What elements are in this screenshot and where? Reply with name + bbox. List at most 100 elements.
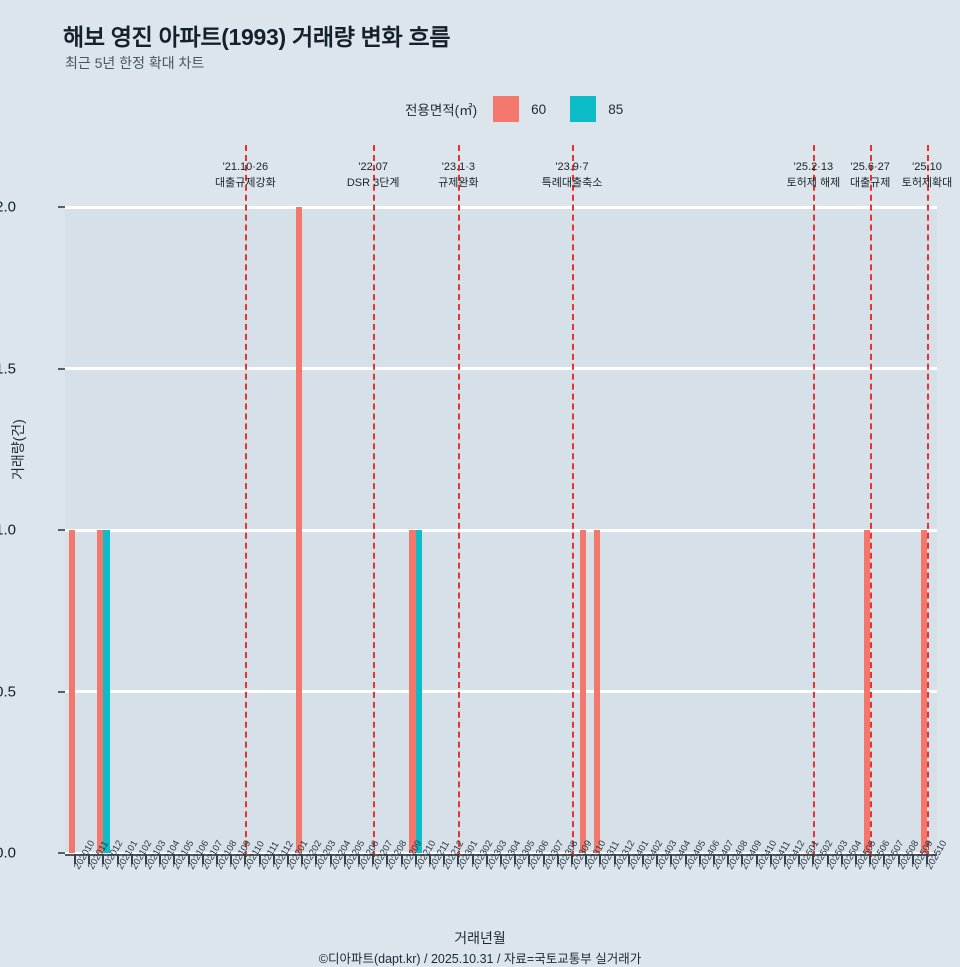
x-tick-mark: [471, 854, 474, 864]
event-line-2313: [458, 145, 461, 857]
x-tick-mark: [656, 854, 659, 864]
y-axis-tick-2.0: 2.0: [0, 198, 16, 216]
legend-swatch-60: [493, 96, 520, 122]
x-axis-label: 거래년월: [454, 930, 506, 946]
x-tick-mark: [287, 854, 289, 864]
x-tick-mark: [713, 854, 715, 864]
y-axis-label: 거래량(건): [10, 419, 26, 480]
x-tick-mark: [741, 854, 744, 864]
x-tick-mark: [301, 854, 304, 864]
x-tick-mark: [528, 854, 531, 864]
x-tick-mark: [585, 854, 588, 864]
annotation-text: 대출규제강화: [215, 177, 276, 189]
x-tick-mark: [571, 854, 573, 864]
x-tick-mark: [201, 854, 204, 864]
x-tick-mark: [329, 854, 332, 864]
y-axis-tick-0.0: 0.0: [0, 844, 16, 862]
x-tick-mark: [926, 854, 928, 864]
x-tick-mark: [443, 854, 446, 864]
x-tick-mark: [698, 854, 701, 864]
annotation-text: DSR 3단계: [346, 177, 400, 189]
gridline: [65, 367, 937, 370]
annotation-4: '23.9·7 특례대출축소: [542, 160, 603, 192]
y-tick-mark: [58, 852, 65, 854]
x-tick-mark: [343, 854, 346, 864]
y-axis-tick-1.5: 1.5: [0, 360, 16, 377]
annotation-3: '23.1·3 규제완화: [438, 160, 478, 192]
bar-60-202010: [68, 530, 75, 853]
x-tick-mark: [400, 854, 403, 864]
x-tick-mark: [642, 854, 644, 864]
annotation-date: '25.6·27: [850, 161, 890, 173]
bar-60-202506: [863, 530, 871, 853]
bar-60-202310: [579, 530, 587, 853]
x-tick-mark: [485, 854, 488, 864]
x-tick-mark: [272, 854, 275, 864]
gridline: [65, 851, 937, 855]
bar-60-202210: [409, 530, 416, 853]
gridline: [65, 528, 937, 532]
x-tick-mark: [173, 854, 176, 864]
x-tick-mark: [159, 854, 162, 864]
event-line-2510: [927, 145, 929, 857]
x-tick-mark: [500, 854, 502, 864]
legend-swatch-85: [570, 96, 597, 122]
annotation-date: '23.1·3: [441, 161, 476, 173]
x-tick-mark: [784, 854, 786, 864]
x-tick-mark: [556, 854, 559, 864]
annotation-date: '25.10: [912, 161, 942, 173]
x-tick-mark: [116, 854, 119, 864]
x-tick-mark: [145, 854, 147, 864]
y-tick-mark: [58, 529, 65, 531]
annotation-date: '22.07: [358, 161, 389, 173]
gridline: [65, 205, 937, 209]
event-line-25627: [870, 145, 873, 857]
x-tick-mark: [514, 854, 517, 864]
x-tick-mark: [727, 854, 730, 864]
y-axis-tick-0.5: 0.5: [0, 683, 16, 700]
x-tick-mark: [911, 854, 914, 864]
x-tick-mark: [684, 854, 687, 864]
x-tick-mark: [386, 854, 389, 864]
page-title: 해보 영진 아파트(1993) 거래량 변화 흐름: [63, 24, 451, 50]
x-tick-mark: [74, 854, 76, 864]
annotation-date: '23.9·7: [555, 161, 589, 173]
x-tick-mark: [187, 854, 190, 864]
annotation-6: '25.6·27 대출규제: [850, 160, 890, 192]
x-tick-mark: [542, 854, 545, 864]
bar-85-202012: [103, 530, 110, 853]
x-tick-mark: [414, 854, 417, 864]
annotation-text: 규제완화: [438, 177, 479, 189]
x-tick-mark: [826, 854, 829, 864]
y-tick-mark: [58, 206, 65, 208]
x-tick-mark: [358, 854, 360, 864]
legend-label-60: 60: [531, 101, 547, 117]
annotation-5: '25.2·13 토허제 해제: [787, 160, 841, 192]
plot-area: [65, 145, 937, 857]
bar-85-202210: [415, 530, 423, 853]
x-tick-mark: [755, 854, 758, 864]
y-tick-mark: [58, 367, 65, 370]
chart-subtitle: 최근 5년 한정 확대 차트: [65, 55, 205, 71]
annotation-date: '25.2·13: [793, 161, 834, 173]
x-tick-mark: [230, 854, 233, 864]
annotation-2: '22.07 DSR 3단계: [347, 160, 400, 192]
bar-60-202311: [593, 530, 601, 853]
annotation-text: 토허제 해제: [786, 177, 841, 189]
x-tick-mark: [372, 854, 375, 864]
x-tick-mark: [457, 854, 460, 864]
y-axis-tick-1.0: 1.0: [0, 521, 16, 539]
legend-label-85: 85: [608, 101, 624, 117]
x-tick-mark: [429, 854, 431, 864]
x-tick-mark: [130, 854, 133, 864]
annotation-text: 특례대출축소: [541, 177, 603, 189]
x-tick-mark: [258, 854, 261, 864]
event-line-211026: [245, 145, 248, 857]
x-tick-mark: [599, 854, 602, 864]
x-tick-mark: [869, 854, 872, 864]
bar-60-202202: [295, 207, 303, 853]
bar-60-202510: [920, 530, 927, 853]
bar-60-202012: [96, 530, 104, 853]
x-tick-mark: [812, 854, 815, 864]
